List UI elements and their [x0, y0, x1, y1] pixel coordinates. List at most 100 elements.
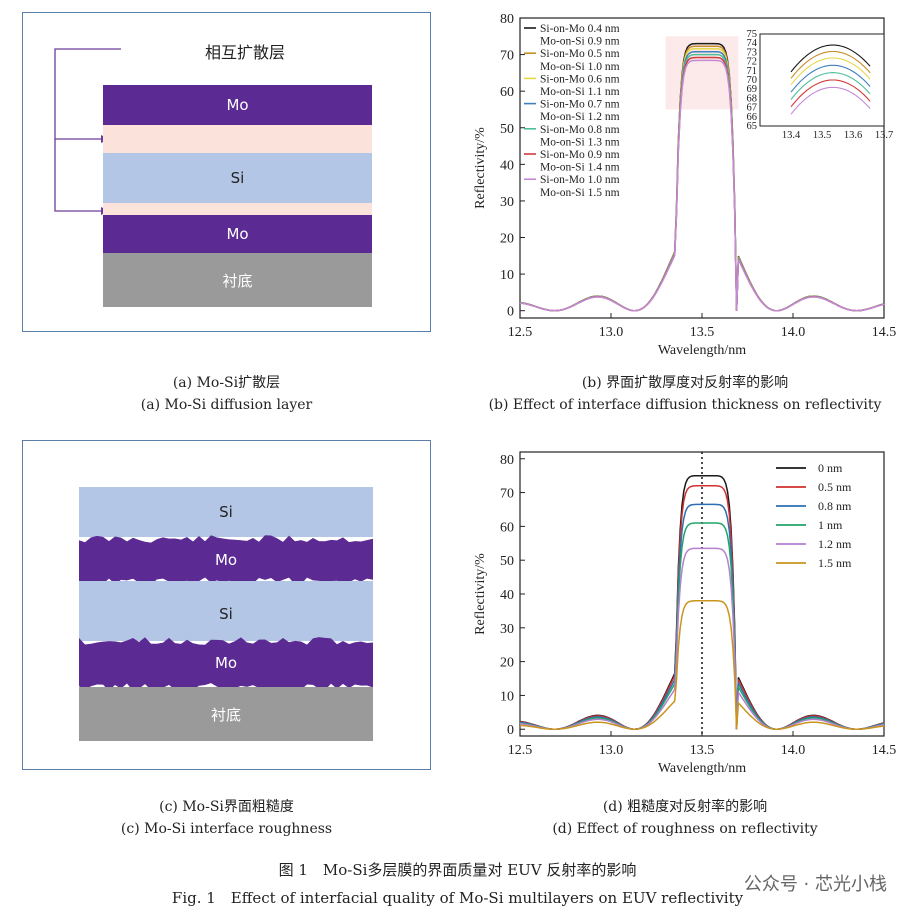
panel-d-caption: (d) 粗糙度对反射率的影响 (d) Effect of roughness o…	[460, 796, 910, 840]
layer-si: Si	[103, 153, 372, 203]
figure-caption-en: Fig. 1 Effect of interfacial quality of …	[171, 889, 744, 907]
chart-d: 12.5 13.0 13.5 14.0 14.5 0 10 20 30 40 50 60 70 80 Wav…	[473, 451, 897, 776]
y-tick-label: 0	[507, 723, 514, 738]
series-line-5	[519, 600, 885, 730]
inset-series-line-2	[790, 57, 871, 86]
layer-mo-top: Mo	[103, 85, 372, 125]
panel-c-caption-en: (c) Mo-Si interface roughness	[120, 821, 333, 837]
inset-y-tick-label: 65	[747, 121, 758, 132]
rough-layer-mo-top: Mo	[214, 551, 238, 569]
legend-entry: Mo-on-Si 1.3 nm	[540, 136, 620, 148]
inset-y-tick-label: 72	[747, 57, 758, 68]
x-axis-label: Wavelength/nm	[658, 761, 746, 776]
x-tick-label: 13.5	[690, 325, 715, 340]
y-tick-label: 50	[500, 122, 514, 137]
panel-a-caption-en: (a) Mo-Si diffusion layer	[140, 397, 313, 413]
rough-layer-substrate: 衬底	[210, 705, 241, 724]
layer-mo-bottom: Mo	[103, 215, 372, 253]
y-tick-label: 50	[500, 554, 514, 569]
inset-y-tick-label: 70	[747, 75, 758, 86]
inset-x-tick-label: 13.5	[813, 130, 831, 141]
layer-diffusion-top	[103, 125, 372, 153]
y-tick-label: 30	[500, 195, 514, 210]
x-tick-label: 14.0	[781, 325, 806, 340]
y-tick-label: 10	[500, 268, 514, 283]
y-tick-label: 60	[500, 520, 514, 535]
inset-y-tick-label: 73	[747, 47, 758, 58]
panel-a-caption-cn: (a) Mo-Si扩散层	[172, 375, 281, 391]
x-tick-label: 14.5	[872, 743, 897, 758]
y-tick-label: 40	[500, 588, 514, 603]
inset-y-tick-label: 68	[747, 93, 758, 104]
legend-entry: 0.8 nm	[818, 499, 852, 513]
legend-entry: Mo-on-Si 1.0 nm	[540, 61, 620, 73]
panel-b-caption-en: (b) Effect of interface diffusion thickn…	[488, 397, 882, 413]
inset-x-tick-label: 13.6	[844, 130, 862, 141]
legend-entry: Mo-on-Si 0.9 nm	[540, 36, 620, 48]
series-line-3	[519, 522, 885, 730]
legend-entry: 1 nm	[818, 518, 843, 532]
series-line-4	[519, 547, 885, 730]
panel-d-caption-en: (d) Effect of roughness on reflectivity	[552, 821, 818, 837]
legend-entry: Si-on-Mo 0.7 nm	[540, 99, 620, 111]
inset-series-line-6	[790, 86, 871, 115]
legend-entry: Si-on-Mo 0.4 nm	[540, 23, 620, 35]
x-axis-label: Wavelength/nm	[658, 343, 746, 358]
legend-entry: Mo-on-Si 1.2 nm	[540, 111, 620, 123]
panel-a-frame: 相互扩散层 Mo Si Mo 衬底	[22, 12, 431, 332]
x-tick-label: 14.0	[781, 743, 806, 758]
legend-entry: Si-on-Mo 0.8 nm	[540, 124, 620, 136]
legend-entry: 0 nm	[818, 461, 843, 475]
y-tick-label: 80	[500, 12, 514, 27]
figure-caption-cn: 图 1 Mo-Si多层膜的界面质量对 EUV 反射率的影响	[278, 861, 637, 879]
y-tick-label: 70	[500, 487, 514, 502]
roughness-layers	[79, 487, 373, 741]
inset-y-tick-label: 75	[747, 29, 758, 40]
y-tick-label: 20	[500, 232, 514, 247]
legend-entry: 1.5 nm	[818, 556, 852, 570]
y-tick-label: 10	[500, 689, 514, 704]
y-tick-label: 30	[500, 622, 514, 637]
inset-y-tick-label: 67	[747, 103, 758, 114]
legend-entry: Mo-on-Si 1.5 nm	[540, 187, 620, 199]
interdiffusion-label: 相互扩散层	[205, 43, 286, 62]
x-tick-label: 14.5	[872, 325, 897, 340]
legend-entry: Si-on-Mo 0.5 nm	[540, 48, 620, 60]
x-tick-label: 12.5	[508, 743, 533, 758]
panel-d-caption-cn: (d) 粗糙度对反射率的影响	[602, 799, 768, 815]
legend-entry: 1.2 nm	[818, 537, 852, 551]
panel-c-caption: (c) Mo-Si界面粗糙度 (c) Mo-Si interface rough…	[22, 796, 431, 840]
inset-series-line-1	[790, 50, 871, 79]
chart-b: 12.5 13.0 13.5 14.0 14.5 0 10 20 30 40 50 60 70 80 Wav…	[473, 12, 897, 358]
y-tick-label: 20	[500, 656, 514, 671]
panel-b-caption-cn: (b) 界面扩散厚度对反射率的影响	[581, 375, 789, 391]
layer-substrate: 衬底	[103, 253, 372, 307]
rough-layer-mo-bottom: Mo	[214, 654, 238, 672]
y-tick-label: 70	[500, 49, 514, 64]
x-tick-label: 12.5	[508, 325, 533, 340]
legend-entry: Si-on-Mo 1.0 nm	[540, 174, 620, 186]
legend-entry: Mo-on-Si 1.4 nm	[540, 162, 620, 174]
inset-series-line-3	[790, 64, 871, 93]
legend-entry: Si-on-Mo 0.9 nm	[540, 149, 620, 161]
series-line-6	[519, 59, 885, 312]
inset-x-tick-label: 13.4	[782, 130, 801, 141]
rough-layer-si-bottom: Si	[219, 605, 233, 623]
rough-layer-si-top: Si	[219, 503, 233, 521]
x-tick-label: 13.0	[599, 325, 624, 340]
y-tick-label: 40	[500, 158, 514, 173]
y-tick-label: 60	[500, 85, 514, 100]
inset-series-line-5	[790, 79, 871, 108]
panel-b-caption: (b) 界面扩散厚度对反射率的影响 (b) Effect of interfac…	[460, 372, 910, 416]
x-tick-label: 13.0	[599, 743, 624, 758]
inset-series-line-4	[790, 72, 871, 100]
watermark: 公众号 · 芯光小栈	[743, 874, 887, 895]
y-tick-label: 80	[500, 453, 514, 468]
legend-entry: Mo-on-Si 1.1 nm	[540, 86, 620, 98]
y-axis-label: Reflectivity/%	[473, 127, 488, 209]
legend-entry: Si-on-Mo 0.6 nm	[540, 73, 620, 85]
inset-y-tick-label: 71	[747, 66, 758, 77]
panel-c-frame: Si Mo Si Mo 衬底	[22, 440, 431, 770]
panel-c-caption-cn: (c) Mo-Si界面粗糙度	[159, 799, 294, 815]
legend-entry: 0.5 nm	[818, 480, 852, 494]
